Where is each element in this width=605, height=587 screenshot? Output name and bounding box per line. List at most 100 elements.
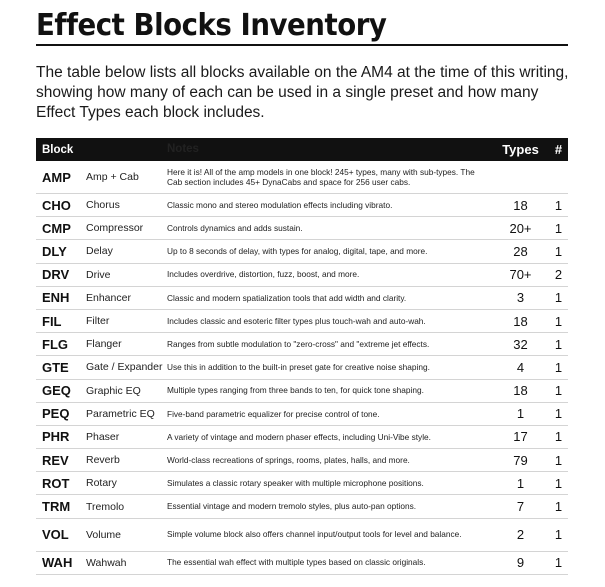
block-code: ROT (42, 475, 70, 491)
block-name: Enhancer (86, 291, 131, 304)
block-name: Phaser (86, 430, 120, 443)
block-notes: Multiple types ranging from three bands … (167, 385, 424, 396)
block-notes: World-class recreations of springs, room… (167, 454, 410, 465)
block-code: PEQ (42, 406, 70, 422)
block-name: Delay (86, 245, 113, 258)
title-underline (36, 44, 568, 46)
instance-count: 1 (554, 499, 563, 515)
table-header: Block Notes Types # (36, 138, 568, 161)
block-name: Wahwah (86, 556, 127, 569)
types-count: 4 (516, 359, 525, 375)
block-notes: Use this in addition to the built-in pre… (167, 362, 430, 373)
block-notes: Ranges from subtle modulation to "zero-c… (167, 338, 430, 349)
types-count: 17 (513, 429, 528, 445)
table-row: CMP Compressor Controls dynamics and adds … (36, 217, 568, 241)
instance-count: 2 (554, 267, 563, 283)
types-count: 7 (516, 499, 525, 515)
types-count: 1 (516, 475, 525, 491)
table-row: GEQ Graphic EQ Multiple types ranging from… (36, 380, 568, 403)
block-notes: Five-band parametric equalizer for preci… (167, 408, 380, 419)
table-row: CHO Chorus Classic mono and stereo modulat… (36, 194, 568, 218)
types-count: 79 (513, 452, 528, 468)
block-name: Parametric EQ (86, 407, 155, 420)
instance-count: 1 (554, 243, 563, 259)
block-code: FLG (42, 336, 68, 352)
table-row: ENH Enhancer Classic and modern spatializa… (36, 287, 568, 310)
block-name: Tremolo (86, 500, 125, 513)
types-count: 18 (513, 313, 528, 329)
table-row: TRM Tremolo Essential vintage and modern t… (36, 495, 568, 519)
page-title: Effect Blocks Inventory (36, 8, 387, 43)
types-count: 9 (516, 555, 525, 571)
instance-count: 1 (554, 359, 563, 375)
table-row: AMP Amp + Cab Here it is! All of the amp m… (36, 161, 568, 194)
block-name: Gate / Expander (86, 361, 163, 374)
block-notes: Classic mono and stereo modulation effec… (167, 199, 393, 210)
table-row: WAH Wahwah The essential wah effect with m… (36, 552, 568, 575)
block-notes: Classic and modern spatialization tools … (167, 292, 407, 303)
block-code: AMP (42, 169, 71, 185)
block-code: PHR (42, 429, 70, 445)
table-body: AMP Amp + Cab Here it is! All of the amp m… (36, 161, 568, 575)
intro-paragraph: The table below lists all blocks availab… (36, 64, 569, 121)
types-count: 28 (513, 243, 528, 259)
instance-count: 1 (554, 336, 563, 352)
block-code: CHO (42, 197, 71, 213)
block-code: GTE (42, 359, 69, 375)
block-name: Amp + Cab (86, 171, 139, 183)
block-notes: Here it is! All of the amp models in one… (167, 166, 475, 188)
table-row: REV Reverb World-class recreations of spri… (36, 449, 568, 473)
block-name: Volume (86, 528, 122, 541)
block-name: Flanger (86, 338, 122, 351)
table-row: PEQ Parametric EQ Five-band parametric equ… (36, 403, 568, 426)
header-block: Block (42, 143, 74, 156)
types-count: 1 (516, 406, 525, 422)
block-notes: Controls dynamics and adds sustain. (167, 223, 303, 234)
block-code: GEQ (42, 383, 71, 399)
types-count: 3 (516, 290, 525, 306)
block-notes: A variety of vintage and modern phaser e… (167, 431, 431, 442)
block-notes: Essential vintage and modern tremolo sty… (167, 501, 417, 512)
table-row: PHR Phaser A variety of vintage and modern… (36, 426, 568, 450)
table-row: FLG Flanger Ranges from subtle modulation … (36, 333, 568, 357)
instance-count: 1 (554, 452, 563, 468)
block-notes: Simple volume block also offers channel … (167, 529, 462, 540)
header-types: Types (502, 142, 539, 157)
block-code: TRM (42, 499, 71, 515)
block-code: DLY (42, 243, 67, 259)
block-name: Drive (86, 268, 111, 281)
block-notes: Includes overdrive, distortion, fuzz, bo… (167, 269, 360, 280)
block-code: CMP (42, 220, 71, 236)
types-count: 18 (513, 383, 528, 399)
table-row: ROT Rotary Simulates a classic rotary spea… (36, 472, 568, 496)
block-name: Graphic EQ (86, 384, 141, 397)
block-code: ENH (42, 290, 70, 306)
instance-count: 1 (554, 406, 563, 422)
instance-count: 1 (554, 555, 563, 571)
block-code: DRV (42, 267, 70, 283)
block-notes: Up to 8 seconds of delay, with types for… (167, 246, 428, 257)
table-row: VOL Volume Simple volume block also offers… (36, 519, 568, 552)
instance-count: 1 (554, 383, 563, 399)
types-count: 70+ (509, 267, 532, 283)
block-notes: The essential wah effect with multiple t… (167, 557, 426, 568)
block-name: Reverb (86, 454, 120, 467)
effect-blocks-table: Block Notes Types # AMP Amp + Cab Here it … (36, 138, 568, 575)
header-notes: Notes (167, 143, 199, 156)
types-count: 32 (513, 336, 528, 352)
instance-count: 1 (554, 313, 563, 329)
table-row: FIL Filter Includes classic and esoteric f… (36, 310, 568, 334)
block-notes: Includes classic and esoteric filter typ… (167, 315, 426, 326)
block-code: WAH (42, 555, 73, 571)
table-row: DRV Drive Includes overdrive, distortion, … (36, 264, 568, 287)
types-count: 18 (513, 197, 528, 213)
table-row: GTE Gate / Expander Use this in addition t… (36, 356, 568, 380)
table-row: DLY Delay Up to 8 seconds of delay, with t… (36, 240, 568, 264)
block-name: Rotary (86, 477, 117, 490)
instance-count: 1 (554, 290, 563, 306)
block-name: Filter (86, 315, 110, 328)
instance-count: 1 (554, 220, 563, 236)
block-name: Compressor (86, 222, 144, 235)
block-name: Chorus (86, 199, 120, 212)
